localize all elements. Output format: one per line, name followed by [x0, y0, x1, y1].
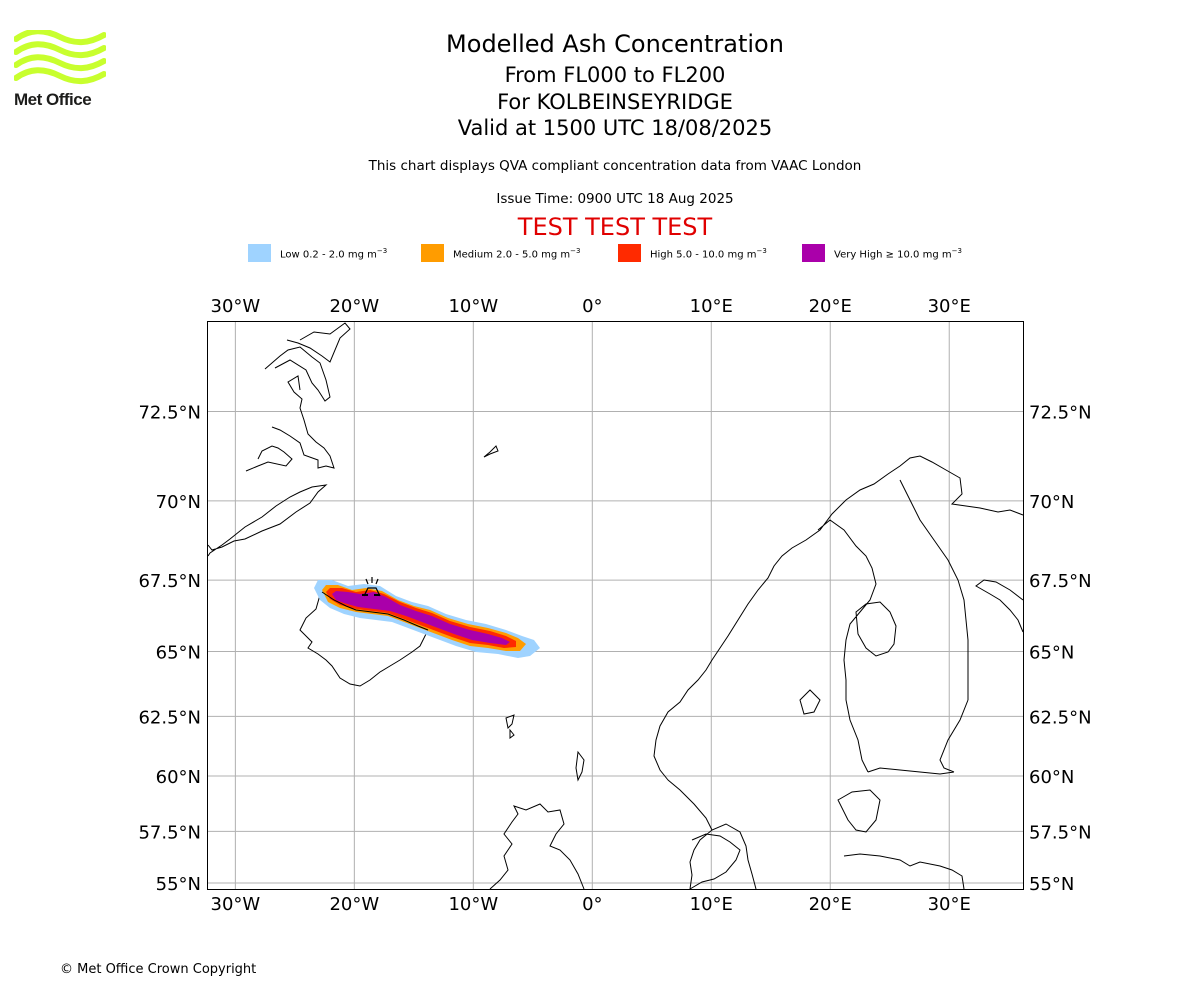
lat-label-right: 72.5°N [1029, 403, 1092, 424]
test-banner: TEST TEST TEST [517, 213, 713, 241]
met-office-waves-icon [13, 28, 107, 84]
lat-label-right: 60°N [1029, 767, 1074, 788]
legend-swatch-very-high [802, 244, 825, 262]
lon-label-bottom: 30°W [211, 894, 261, 915]
ash-plume [314, 580, 540, 658]
lon-label-top: 20°W [329, 296, 379, 317]
lon-label-top: 10°W [448, 296, 498, 317]
legend-swatch-medium [421, 244, 444, 262]
issue-time: Issue Time: 0900 UTC 18 Aug 2025 [496, 191, 734, 207]
legend-label-low: Low 0.2 - 2.0 mg m−3 [280, 247, 388, 261]
lat-label-left: 70°N [156, 492, 201, 513]
chart-title: Modelled Ash Concentration [446, 30, 784, 58]
lat-label-left: 62.5°N [138, 707, 201, 728]
legend-label-very-high: Very High ≥ 10.0 mg m−3 [834, 247, 962, 261]
scotland-coastline [489, 803, 585, 890]
lon-label-top: 20°E [809, 296, 852, 317]
legend-label-high: High 5.0 - 10.0 mg m−3 [650, 247, 767, 261]
lat-label-right: 67.5°N [1029, 571, 1092, 592]
lon-label-top: 10°E [690, 296, 733, 317]
lon-label-bottom: 20°W [329, 894, 379, 915]
faroe-islands-coastline [505, 714, 515, 739]
lon-label-bottom: 10°W [448, 894, 498, 915]
valid-time: Valid at 1500 UTC 18/08/2025 [457, 116, 773, 140]
lon-label-bottom: 10°E [690, 894, 733, 915]
greenland-coastline [207, 322, 351, 557]
gridlines [208, 322, 1023, 889]
tick-labels: 30°W 30°W 20°W 20°W 10°W 10°W 0° 0° 10°E 10°E 20°E… [138, 296, 1091, 915]
lon-label-bottom: 30°E [928, 894, 971, 915]
lat-label-right: 55°N [1029, 874, 1074, 895]
lon-label-top: 0° [582, 296, 602, 317]
lat-label-right: 70°N [1029, 492, 1074, 513]
volcano-name: For KOLBEINSEYRIDGE [497, 90, 733, 114]
lat-label-left: 55°N [156, 874, 201, 895]
legend-swatch-high [618, 244, 641, 262]
legend-label-medium: Medium 2.0 - 5.0 mg m−3 [453, 247, 581, 261]
lat-label-right: 57.5°N [1029, 822, 1092, 843]
lat-label-left: 72.5°N [138, 403, 201, 424]
ash-plume-very-high [332, 591, 510, 645]
map-frame [207, 321, 1024, 890]
lat-label-left: 65°N [156, 642, 201, 663]
flight-levels: From FL000 to FL200 [504, 63, 726, 87]
legend-swatch-low [248, 244, 271, 262]
lon-label-top: 30°W [211, 296, 261, 317]
volcano-icon [362, 577, 381, 597]
iceland-north-coast [321, 591, 429, 631]
lat-label-left: 60°N [156, 767, 201, 788]
jan-mayen-coastline [483, 445, 499, 458]
lat-label-left: 57.5°N [138, 822, 201, 843]
copyright: © Met Office Crown Copyright [60, 962, 257, 977]
lat-label-right: 65°N [1029, 642, 1074, 663]
scandinavia-coastline [653, 455, 1024, 890]
met-office-logo: Met Office [13, 28, 107, 112]
shetland-coastline [575, 750, 585, 782]
lon-label-bottom: 20°E [809, 894, 852, 915]
compliance-note: This chart displays QVA compliant concen… [368, 158, 862, 174]
lat-label-left: 67.5°N [138, 571, 201, 592]
lat-label-right: 62.5°N [1029, 707, 1092, 728]
lon-label-top: 30°E [928, 296, 971, 317]
lon-label-bottom: 0° [582, 894, 602, 915]
coastlines [207, 322, 1024, 890]
met-office-wordmark: Met Office [14, 90, 92, 109]
